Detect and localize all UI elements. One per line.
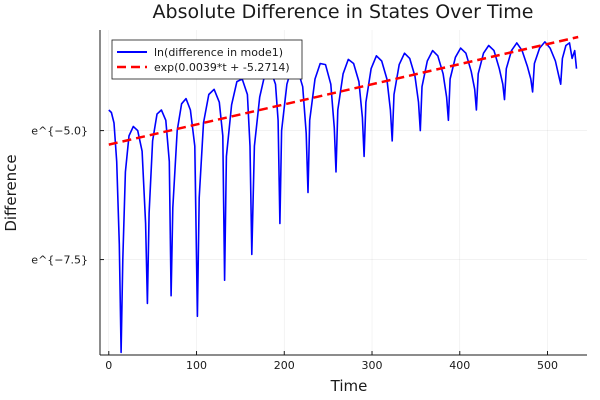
legend-box xyxy=(111,39,303,80)
x-tick-label-4: 400 xyxy=(449,359,470,372)
legend-label-fit: exp(0.0039*t + -5.2714) xyxy=(154,61,290,74)
y-tick-label-0: e^{−5.0} xyxy=(31,125,88,138)
x-tick-label-0: 0 xyxy=(105,359,112,372)
x-tick-label-2: 200 xyxy=(274,359,295,372)
chart-title: Absolute Difference in States Over Time xyxy=(153,1,534,23)
series-line-fit xyxy=(108,35,579,146)
series-layer xyxy=(108,35,579,354)
series-line-mode1 xyxy=(108,41,578,354)
x-tick-label-1: 100 xyxy=(186,359,207,372)
legend: ln(difference in mode1) exp(0.0039*t + -… xyxy=(111,39,303,80)
x-tick-label-3: 300 xyxy=(362,359,383,372)
legend-label-mode1: ln(difference in mode1) xyxy=(154,46,283,59)
y-axis-label: Difference xyxy=(2,154,20,231)
axes-frame xyxy=(99,30,587,356)
x-axis-label: Time xyxy=(330,377,368,395)
x-tick-label-5: 500 xyxy=(537,359,558,372)
y-tick-label-1: e^{−7.5} xyxy=(31,254,88,267)
tick-labels: 0 100 200 300 400 500 e^{−5.0} e^{−7.5} xyxy=(31,125,558,372)
